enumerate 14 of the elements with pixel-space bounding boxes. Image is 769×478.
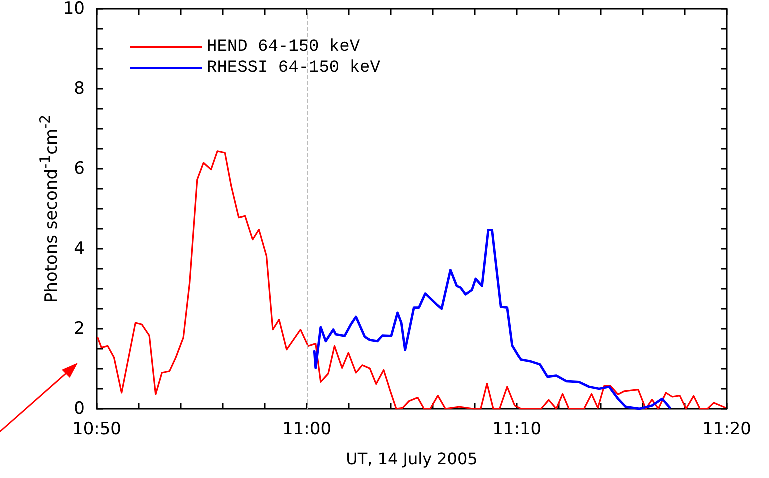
- y-tick-label: 8: [74, 79, 85, 99]
- y-tick-label: 10: [63, 0, 85, 19]
- x-tick-label: 11:20: [702, 420, 752, 440]
- y-tick-label: 4: [74, 239, 85, 259]
- y-tick-label: 2: [74, 319, 85, 339]
- legend-label: RHESSI 64-150 keV: [207, 59, 382, 78]
- x-tick-label: 11:00: [282, 420, 332, 440]
- x-tick-label: 11:10: [492, 420, 542, 440]
- y-tick-label: 6: [74, 159, 85, 179]
- line-series: [313, 229, 672, 410]
- legend-label: HEND 64-150 keV: [207, 38, 361, 57]
- y-tick-label: 0: [74, 399, 85, 419]
- x-tick-label: 10:50: [72, 420, 122, 440]
- x-axis-title: UT, 14 July 2005: [346, 450, 478, 468]
